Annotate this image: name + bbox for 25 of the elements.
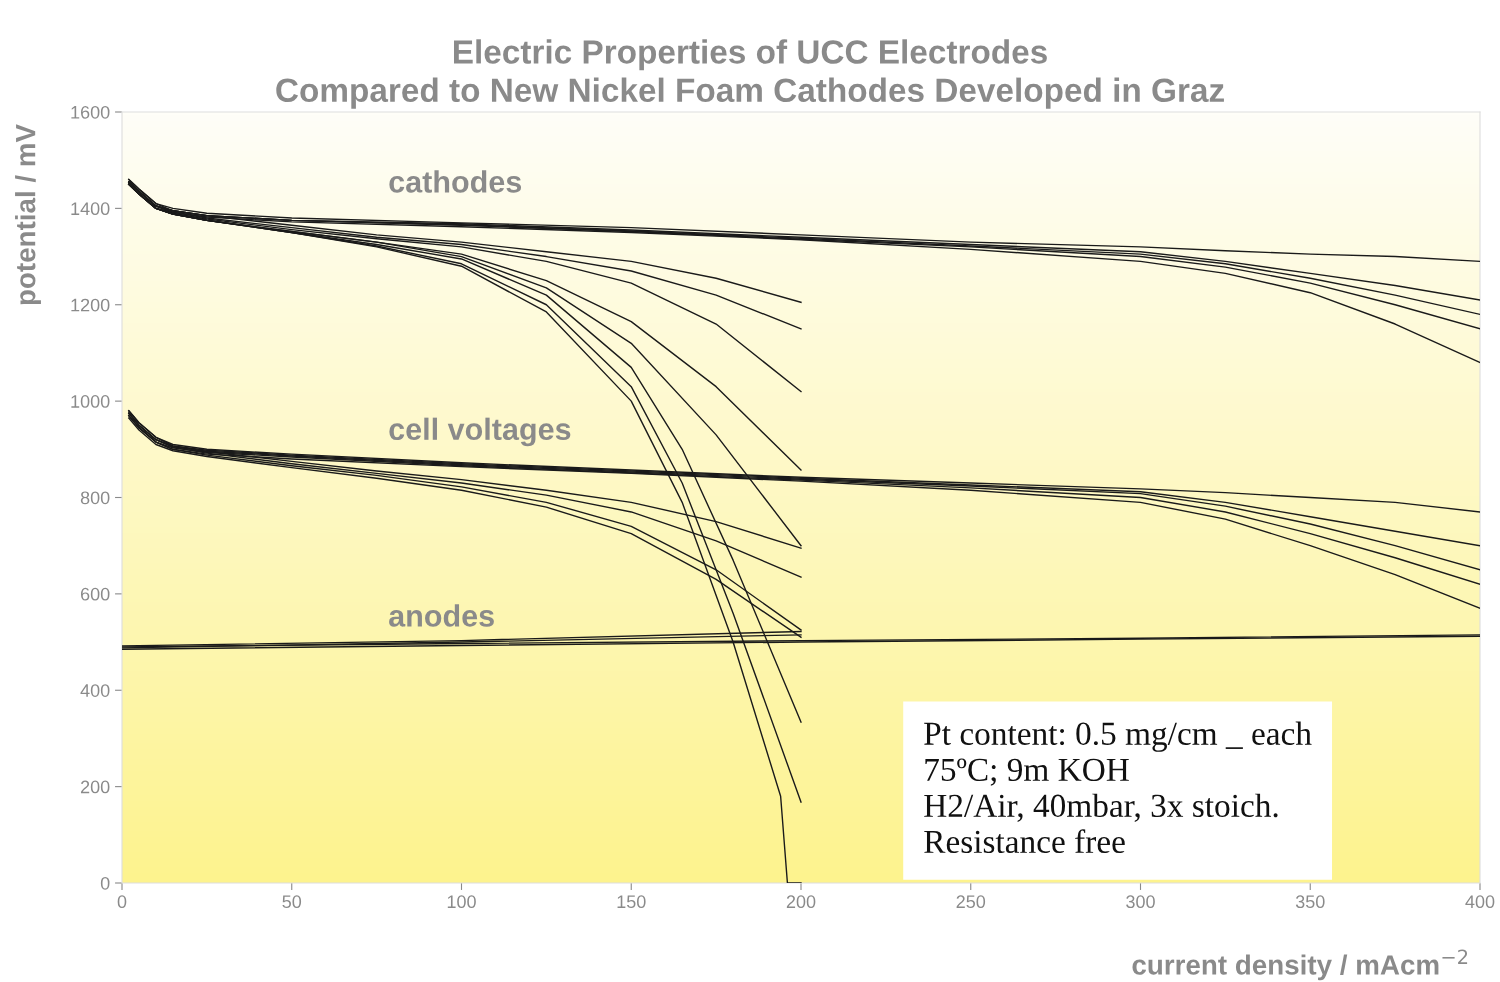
x-tick-label: 200 <box>786 895 816 909</box>
y-tick-label: 0 <box>100 876 110 890</box>
x-tick-label: 400 <box>1465 895 1495 909</box>
y-tick-label: 200 <box>80 780 110 794</box>
x-tick-label: 100 <box>447 895 476 909</box>
y-tick-label: 1200 <box>71 298 110 312</box>
annotation: Pt content: 0.5 mg/cm _ each 75ºC; 9m KOH H2/Air, 40mbar, 3x stoich. Resistance free <box>924 721 1312 854</box>
x-tick-label: 150 <box>617 895 646 909</box>
x-tick-label: 250 <box>956 895 986 909</box>
x-tick-label: 350 <box>1295 895 1325 909</box>
y-axis-title: potential / mV <box>15 124 41 305</box>
x-axis-title: current density / mAcm$^{−2}$ <box>1132 949 1468 981</box>
chart-title: Electric Properties of UCC Electrodes Compared to New Nickel Foam Cathodes Developed in Graz <box>276 39 1224 109</box>
y-tick-label: 800 <box>80 491 110 505</box>
x-tick-label: 0 <box>117 895 127 909</box>
y-tick-label: 600 <box>80 587 110 601</box>
y-tick-label: 1400 <box>71 202 110 216</box>
annotation: anodes <box>389 604 494 627</box>
y-tick-label: 400 <box>80 684 110 697</box>
annotation: cathodes <box>389 170 522 193</box>
y-tick-label: 1000 <box>71 395 110 408</box>
x-tick-label: 50 <box>282 895 302 909</box>
x-tick-label: 300 <box>1126 895 1155 909</box>
annotation: cell voltages <box>389 417 571 447</box>
y-tick-label: 1600 <box>71 105 110 119</box>
